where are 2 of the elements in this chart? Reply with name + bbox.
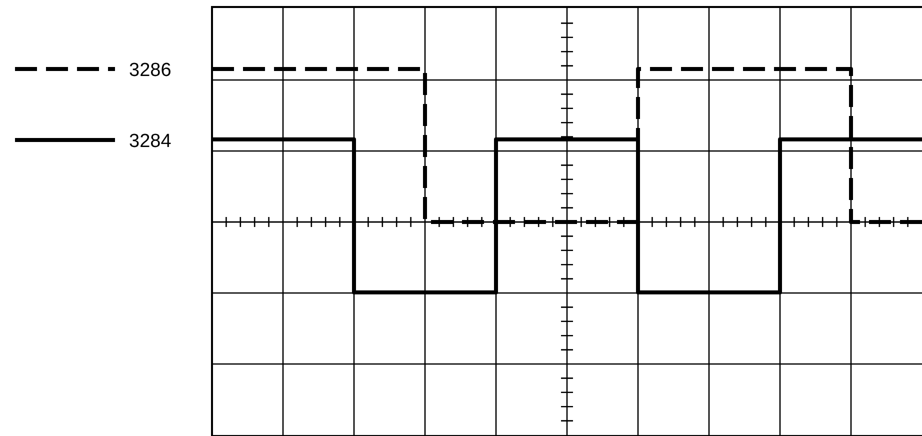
text: 3284 (129, 131, 172, 152)
text: 3286 (129, 60, 172, 81)
